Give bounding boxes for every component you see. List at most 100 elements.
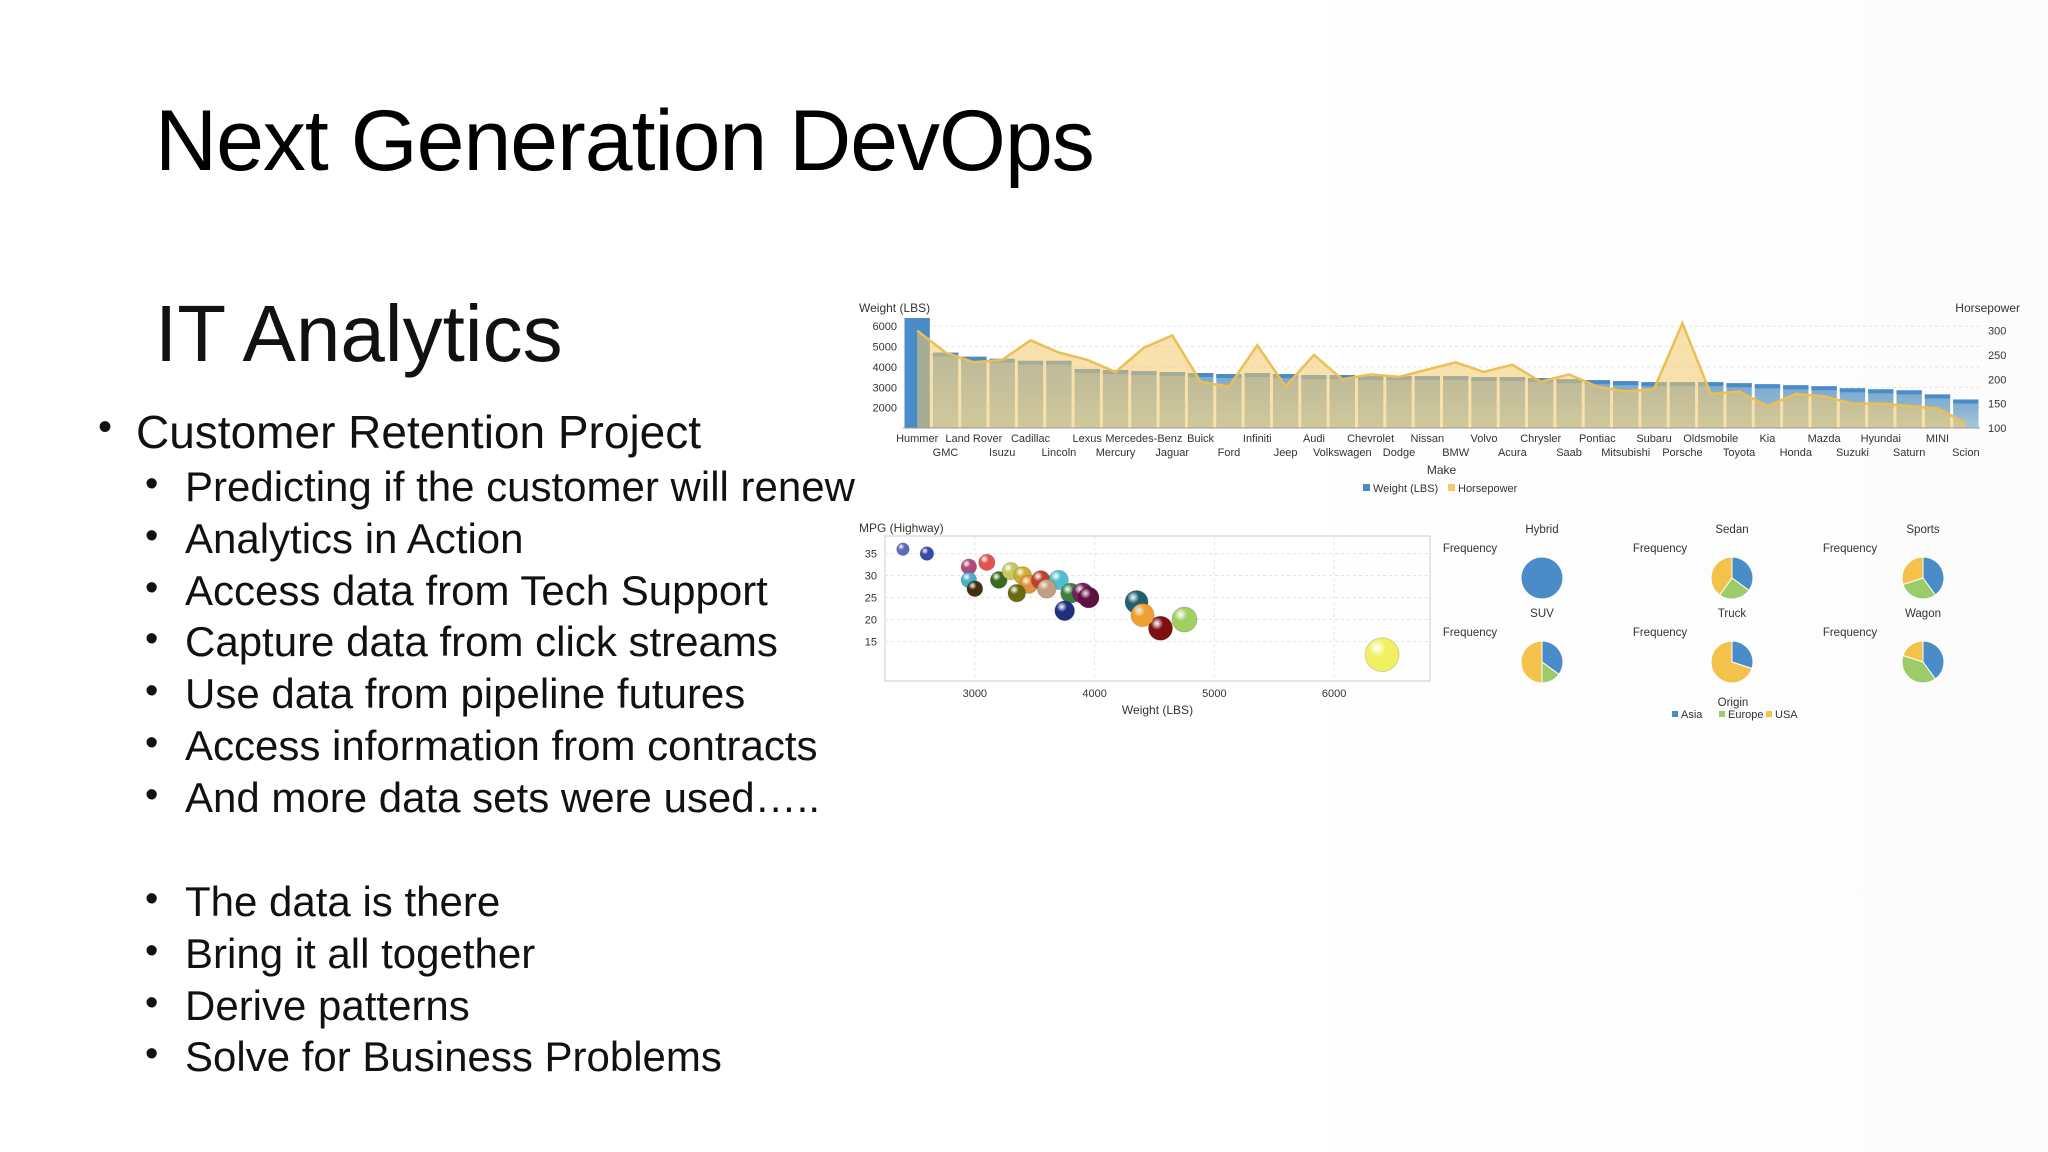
bullet-text: Use data from pipeline futures bbox=[185, 670, 746, 718]
pie-slice bbox=[1922, 640, 1945, 680]
weight-bar-cap bbox=[1216, 374, 1242, 379]
sub-bullet: • The data is there bbox=[145, 878, 501, 926]
bullet-dot: • bbox=[98, 405, 113, 449]
y2-tick-label: 250 bbox=[1988, 350, 2006, 362]
weight-bar-cap bbox=[1329, 375, 1355, 380]
y-tick-label: 2000 bbox=[873, 403, 897, 415]
make-label: Volkswagen bbox=[1313, 447, 1372, 459]
make-label: Lincoln bbox=[1041, 447, 1076, 459]
weight-bar-cap bbox=[1613, 381, 1639, 386]
scatter-bubble bbox=[1007, 583, 1027, 603]
x-tick-label: 3000 bbox=[963, 688, 987, 700]
make-label: Saturn bbox=[1893, 447, 1925, 459]
sub-bullet: • Access data from Tech Support bbox=[145, 566, 768, 615]
sub-bullet: • Use data from pipeline futures bbox=[145, 670, 746, 718]
make-label: Nissan bbox=[1411, 433, 1445, 445]
weight-horsepower-chart: Weight (LBS) Horsepower 6000 5000 4000 3000 20… bbox=[855, 298, 2020, 508]
sub-bullet: • Analytics in Action bbox=[145, 514, 524, 563]
weight-bar-cap bbox=[1726, 383, 1752, 388]
bullet-dot: • bbox=[145, 618, 159, 661]
bullet-dot: • bbox=[145, 1033, 159, 1076]
pie-slice bbox=[1710, 640, 1753, 684]
pie-slice bbox=[1710, 556, 1733, 596]
bullet-text: Capture data from click streams bbox=[185, 618, 778, 666]
bullet-text: The data is there bbox=[185, 878, 501, 925]
weight-bar-cap bbox=[1839, 388, 1866, 393]
make-label: Jeep bbox=[1274, 447, 1298, 459]
sub-bullet: • And more data sets were used….. bbox=[145, 774, 820, 822]
make-label: GMC bbox=[933, 447, 959, 459]
frequency-label: Frequency bbox=[1633, 627, 1688, 639]
slide-title: Next Generation DevOps bbox=[155, 93, 1095, 189]
make-label: Dodge bbox=[1383, 447, 1415, 459]
origin-pie-facets: Hybrid Sedan Sports SUV Truck Wagon Frequency F… bbox=[1440, 518, 2020, 728]
mpg-weight-scatter-chart: MPG (Highway) 35 30 25 20 15 3000 4000 5000 6000 W… bbox=[855, 518, 1435, 728]
pie-facets-svg: Hybrid Sedan Sports SUV Truck Wagon Frequency F… bbox=[1443, 524, 1945, 721]
make-label: Acura bbox=[1498, 447, 1528, 459]
bullet-text: Customer Retention Project bbox=[136, 406, 702, 458]
weight-bar-cap bbox=[1528, 378, 1554, 383]
make-label: Jaguar bbox=[1155, 447, 1189, 459]
make-label: Audi bbox=[1303, 433, 1325, 445]
bullet-dot: • bbox=[145, 566, 159, 609]
slide-subtitle: IT Analytics bbox=[155, 289, 563, 378]
make-label: Porsche bbox=[1662, 447, 1702, 459]
bullet-text: Analytics in Action bbox=[185, 514, 524, 562]
make-label: Saab bbox=[1556, 447, 1582, 459]
bullet-text: Access data from Tech Support bbox=[185, 566, 768, 614]
make-label: Toyota bbox=[1723, 447, 1756, 459]
horsepower-line bbox=[916, 320, 1967, 425]
bar-area-chart-svg: Weight (LBS) Horsepower 6000 5000 4000 3000 20… bbox=[859, 301, 2020, 495]
scatter-bubble bbox=[1364, 637, 1400, 673]
weight-bar-cap bbox=[1868, 389, 1894, 394]
pie-facet-title: Wagon bbox=[1905, 608, 1941, 620]
make-label: Oldsmobile bbox=[1683, 433, 1738, 445]
make-label: Chrysler bbox=[1520, 433, 1561, 445]
origin-axis-title: Origin bbox=[1718, 697, 1749, 709]
scatter-bubble bbox=[989, 571, 1008, 589]
weight-bar-cap bbox=[1953, 399, 1979, 404]
pie-slice bbox=[1901, 556, 1924, 586]
pie-facet-title: Truck bbox=[1718, 608, 1747, 620]
make-label: MINI bbox=[1926, 433, 1949, 445]
frequency-label: Frequency bbox=[1823, 627, 1878, 639]
pie-slice bbox=[1902, 577, 1937, 600]
bullet-dot: • bbox=[145, 463, 159, 505]
weight-bar-cap bbox=[1896, 390, 1922, 395]
make-label: Scion bbox=[1952, 447, 1980, 459]
y2-axis-title: Horsepower bbox=[1955, 301, 2020, 315]
frequency-label: Frequency bbox=[1443, 543, 1498, 555]
bullet-dot: • bbox=[145, 514, 159, 557]
y-tick-label: 35 bbox=[865, 549, 877, 561]
make-label: Lexus bbox=[1073, 433, 1103, 445]
make-label: BMW bbox=[1442, 447, 1470, 459]
x-tick-label: 6000 bbox=[1322, 688, 1346, 700]
make-label: Hyundai bbox=[1861, 433, 1901, 445]
scatter-bubble bbox=[1054, 600, 1076, 622]
bullet-dot: • bbox=[145, 722, 159, 764]
bullet-dot: • bbox=[145, 773, 159, 816]
make-label: Mercedes-Benz bbox=[1105, 433, 1182, 445]
make-label: Hummer bbox=[896, 433, 939, 445]
bullet-text: Access information from contracts bbox=[185, 722, 818, 769]
weight-bar-cap bbox=[1641, 382, 1667, 387]
weight-bar-cap bbox=[1811, 386, 1837, 391]
bullet-text: Bring it all together bbox=[185, 929, 536, 977]
make-label: Cadillac bbox=[1011, 433, 1051, 445]
scatter-bubble bbox=[1147, 615, 1173, 641]
plot-frame bbox=[884, 535, 1431, 682]
y2-tick-label: 300 bbox=[1988, 326, 2006, 338]
legend-weight-swatch bbox=[1363, 484, 1370, 491]
sub-bullet: • Capture data from click streams bbox=[145, 618, 778, 666]
frequency-label: Frequency bbox=[1633, 543, 1688, 555]
make-label: Mazda bbox=[1808, 433, 1842, 445]
pie-slice bbox=[1901, 654, 1937, 684]
make-label: Ford bbox=[1218, 447, 1241, 459]
make-label: Mitsubishi bbox=[1601, 447, 1650, 459]
bullet-text: Derive patterns bbox=[185, 981, 470, 1029]
pie-slice bbox=[1520, 640, 1543, 684]
bullet-dot: • bbox=[145, 981, 159, 1024]
sub-bullet: • Solve for Business Problems bbox=[145, 1033, 722, 1081]
scatter-chart-svg: MPG (Highway) 35 30 25 20 15 3000 4000 5000 6000 W… bbox=[859, 521, 1431, 717]
bullet-text: Predicting if the customer will renew bbox=[185, 463, 855, 510]
